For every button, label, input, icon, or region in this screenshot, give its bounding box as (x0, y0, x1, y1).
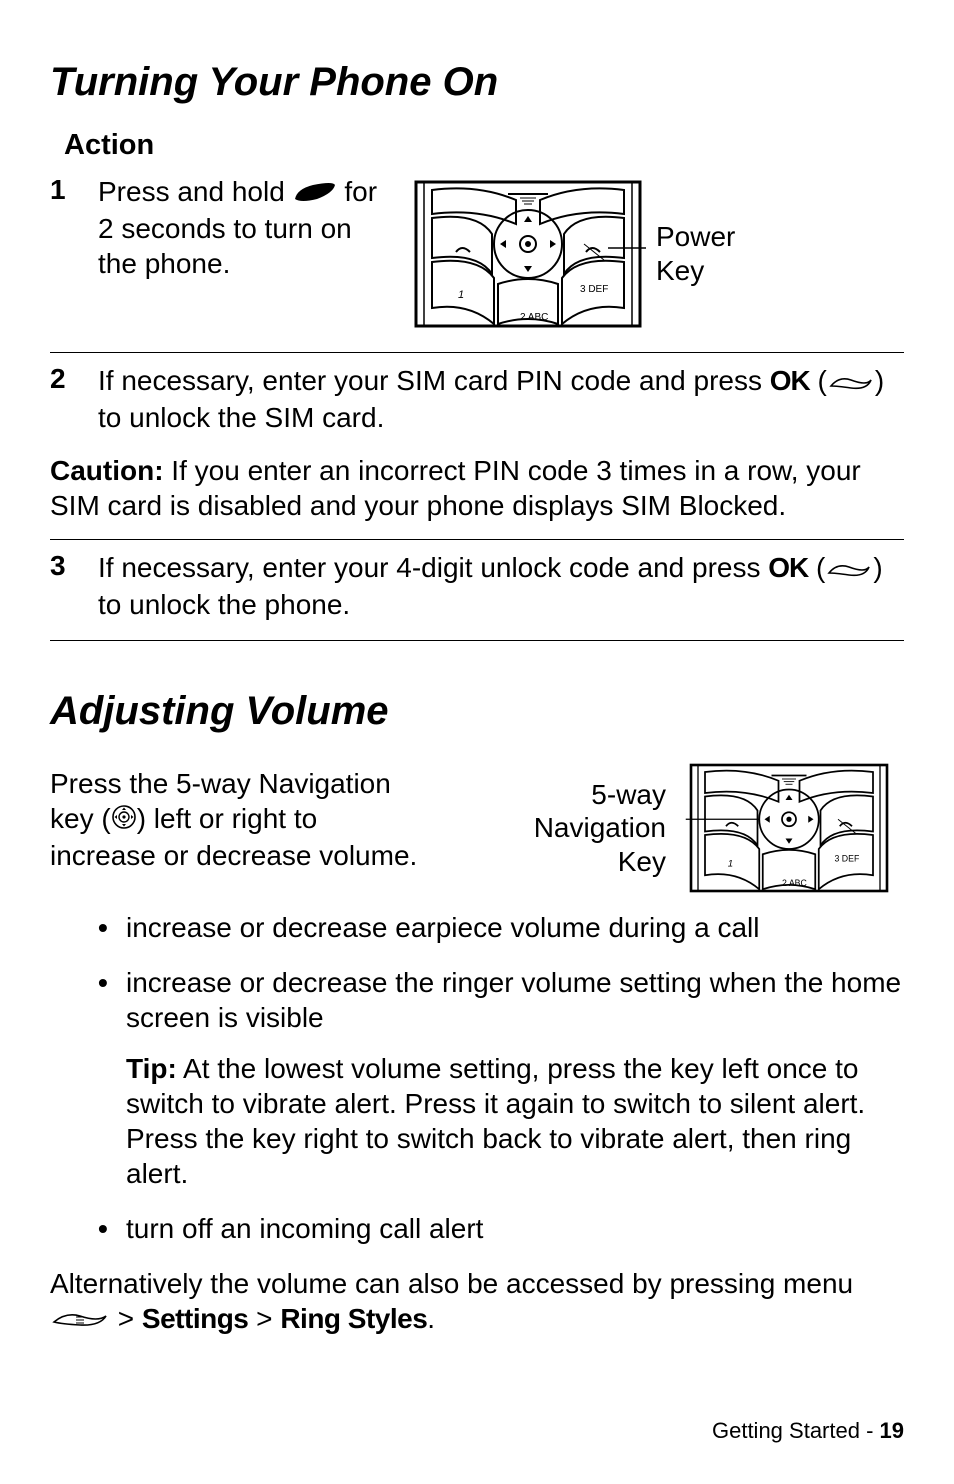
tip-label: Tip: (126, 1053, 177, 1084)
divider-3 (50, 640, 904, 641)
step1-figure: 1 2 ABC 3 DEF Power Key (408, 174, 904, 334)
svg-text:1: 1 (728, 859, 733, 870)
menu-key-icon (50, 1303, 110, 1338)
svg-text:1: 1 (458, 289, 464, 301)
section2-title: Adjusting Volume (50, 689, 904, 734)
bullet-3: turn off an incoming call alert (98, 1211, 904, 1246)
page-footer: Getting Started - 19 (50, 1418, 904, 1444)
footer-page-number: 19 (880, 1418, 904, 1443)
softkey-icon-2 (825, 552, 873, 587)
adjust-intro: Press the 5-way Navigation key () left o… (50, 766, 420, 873)
nav-key-inline-icon (111, 803, 137, 838)
divider-2 (50, 539, 904, 540)
step-2-text: If necessary, enter your SIM card PIN co… (98, 363, 904, 435)
menu-settings: Settings (142, 1303, 248, 1334)
svg-text:3 DEF: 3 DEF (580, 284, 608, 295)
section1-title: Turning Your Phone On (50, 60, 904, 105)
bullet-1: increase or decrease earpiece volume dur… (98, 910, 904, 945)
step1-text-before: Press and hold (98, 176, 293, 207)
caution-block: Caution: If you enter an incorrect PIN c… (50, 447, 904, 533)
svg-text:2 ABC: 2 ABC (782, 878, 807, 888)
caution-text: If you enter an incorrect PIN code 3 tim… (50, 455, 861, 521)
svg-text:2 ABC: 2 ABC (520, 312, 548, 323)
caution-label: Caution: (50, 455, 164, 486)
tip-block: Tip: At the lowest volume setting, press… (126, 1051, 904, 1191)
softkey-icon (827, 365, 875, 400)
step-1: 1 Press and hold for 2 seconds to turn o… (50, 170, 904, 346)
divider-1 (50, 352, 904, 353)
step-1-num: 1 (50, 174, 98, 206)
tip-text: At the lowest volume setting, press the … (126, 1053, 865, 1189)
step-2: 2 If necessary, enter your SIM card PIN … (50, 359, 904, 447)
svg-text:3 DEF: 3 DEF (835, 853, 860, 863)
action-heading: Action (64, 129, 904, 162)
step-3-text: If necessary, enter your 4-digit unlock … (98, 550, 904, 622)
step-2-num: 2 (50, 363, 98, 395)
menu-ring-styles: Ring Styles (280, 1303, 427, 1334)
keypad-illustration-icon: 1 2 ABC 3 DEF (408, 174, 648, 334)
adjust-figure: 5-way Navigation Key (440, 758, 904, 898)
step-1-text: Press and hold for 2 seconds to turn on … (98, 174, 388, 281)
power-key-glyph-icon (293, 176, 337, 211)
footer-section: Getting Started - (712, 1418, 880, 1443)
step-3-num: 3 (50, 550, 98, 582)
nav-key-label: 5-way Navigation Key (534, 778, 666, 879)
step-3: 3 If necessary, enter your 4-digit unloc… (50, 546, 904, 634)
alt-access-text: Alternatively the volume can also be acc… (50, 1266, 904, 1338)
bullet-2: increase or decrease the ringer volume s… (98, 965, 904, 1191)
ok-text: OK (770, 365, 810, 396)
bullet-list: increase or decrease earpiece volume dur… (50, 910, 904, 1246)
ok-text-2: OK (768, 552, 808, 583)
keypad-illustration2-icon: 1 2 ABC 3 DEF (674, 758, 904, 898)
power-key-label: Power Key (656, 220, 735, 287)
